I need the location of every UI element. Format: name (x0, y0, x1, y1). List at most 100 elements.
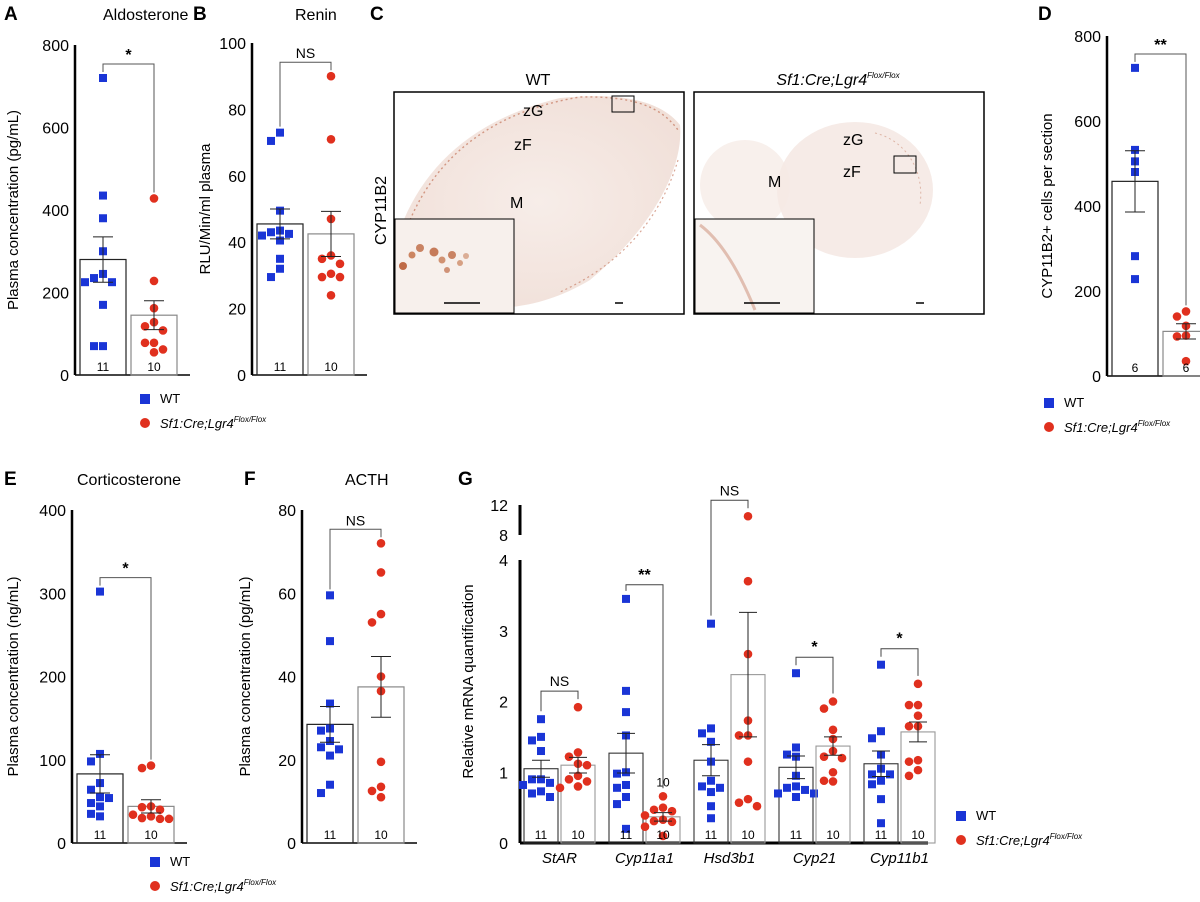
significance-label: ** (1154, 37, 1167, 54)
y-tick-label: 80 (228, 102, 246, 119)
data-point-wt (622, 708, 630, 717)
bar (256, 223, 304, 376)
data-point-wt (537, 715, 545, 724)
inset-wt (394, 218, 515, 314)
data-point-wt (792, 782, 800, 791)
legend-marker-wt (150, 857, 160, 867)
significance-bracket (710, 499, 749, 616)
data-point-ko (149, 338, 159, 348)
data-point-wt (877, 776, 885, 785)
data-point-wt (886, 770, 894, 779)
n-label: 6 (1183, 361, 1190, 375)
panel-letter: B (193, 4, 207, 25)
bar (1162, 330, 1200, 377)
n-label: 10 (741, 828, 755, 842)
significance-bracket (540, 690, 579, 712)
significance-label: * (125, 47, 132, 64)
significance-bracket (102, 63, 155, 193)
legend-ef: WT Sf1:Cre;Lgr4Flox/Flox (150, 854, 277, 894)
gene-label: Cyp11b1 (870, 850, 929, 867)
n-label: 11 (705, 828, 718, 842)
significance-bracket (1134, 53, 1187, 306)
data-point-ko (828, 725, 838, 735)
legend-g: WT Sf1:Cre;Lgr4Flox/Flox (956, 808, 1083, 848)
n-label: 10 (911, 828, 925, 842)
data-point-wt (707, 619, 715, 628)
data-point-wt (707, 788, 715, 797)
data-point-ko (913, 679, 923, 689)
data-point-wt (99, 214, 107, 223)
data-point-wt (267, 273, 275, 282)
data-point-wt (99, 191, 107, 200)
panel-letter-c: C (370, 4, 384, 25)
y-axis-label: Plasma concentration (ng/mL) (5, 576, 22, 776)
y-tick-label: 400 (1074, 199, 1101, 216)
data-point-wt (707, 814, 715, 823)
y-tick-label: 60 (278, 586, 296, 603)
legend-label-ko-main: Sf1:Cre;Lgr4 (976, 833, 1050, 848)
n-label: 6 (1132, 361, 1139, 375)
significance-bracket (625, 584, 664, 789)
data-point-ko (326, 71, 336, 81)
y-tick-label: 1 (499, 765, 508, 782)
panel-b: B Renin RLU/Min/ml plasma 0 20 40 60 80 100 11 10 N… (193, 4, 367, 385)
data-point-wt (537, 732, 545, 741)
y-axis-label: Relative mRNA quantification (460, 584, 477, 778)
data-point-wt (622, 793, 630, 802)
y-tick-label: 40 (228, 235, 246, 252)
data-point-wt (87, 799, 95, 808)
zone-label-m-wt: M (510, 195, 523, 212)
data-point-wt (276, 254, 284, 263)
legend-label-wt: WT (170, 854, 190, 869)
data-point-ko (376, 539, 386, 548)
significance-bracket (279, 61, 332, 127)
data-point-wt (276, 128, 284, 137)
data-point-ko (155, 805, 165, 814)
data-point-ko (819, 776, 829, 786)
y-tick-label: 100 (219, 36, 246, 53)
data-point-wt (276, 236, 284, 245)
data-point-wt (810, 789, 818, 798)
data-point-ko (1172, 312, 1182, 321)
data-point-wt (326, 751, 334, 760)
y-tick-label: 80 (278, 503, 296, 520)
data-point-wt (707, 737, 715, 746)
data-point-ko (904, 771, 914, 781)
data-point-ko (743, 794, 753, 804)
significance-bracket (329, 528, 382, 590)
zone-label-zg-wt: zG (523, 103, 543, 120)
data-point-ko (146, 812, 156, 821)
y-tick-label: 0 (1092, 369, 1101, 386)
data-point-ko (140, 322, 150, 331)
data-point-wt (537, 775, 545, 784)
histology-title-wt: WT (526, 72, 551, 89)
n-label: 10 (144, 828, 158, 842)
data-point-wt (622, 686, 630, 695)
data-point-ko (335, 272, 345, 282)
data-point-wt (622, 594, 630, 603)
significance-label: * (811, 639, 818, 656)
data-point-ko (376, 782, 386, 792)
data-point-wt (96, 812, 104, 821)
panel-title: Corticosterone (77, 472, 181, 489)
data-point-ko (367, 618, 377, 627)
n-label: 10 (324, 360, 338, 374)
legend-label-ko-sup: Flox/Flox (244, 878, 277, 887)
bar (900, 731, 936, 844)
data-point-ko (137, 763, 147, 773)
data-point-wt (877, 660, 885, 669)
data-point-ko (164, 814, 174, 824)
y-axis-label: Plasma concentration (pg/mL) (5, 110, 22, 310)
legend-marker-wt (1044, 398, 1054, 408)
y-tick-label: 4 (499, 553, 508, 570)
data-point-ko (317, 272, 327, 282)
significance-label: NS (346, 512, 365, 528)
significance-label: NS (296, 45, 315, 61)
data-point-wt (783, 783, 791, 792)
data-point-ko (573, 771, 583, 781)
data-point-wt (716, 783, 724, 792)
data-point-wt (326, 699, 334, 708)
data-point-ko (913, 755, 923, 765)
data-point-wt (537, 787, 545, 796)
data-point-ko (326, 269, 336, 279)
